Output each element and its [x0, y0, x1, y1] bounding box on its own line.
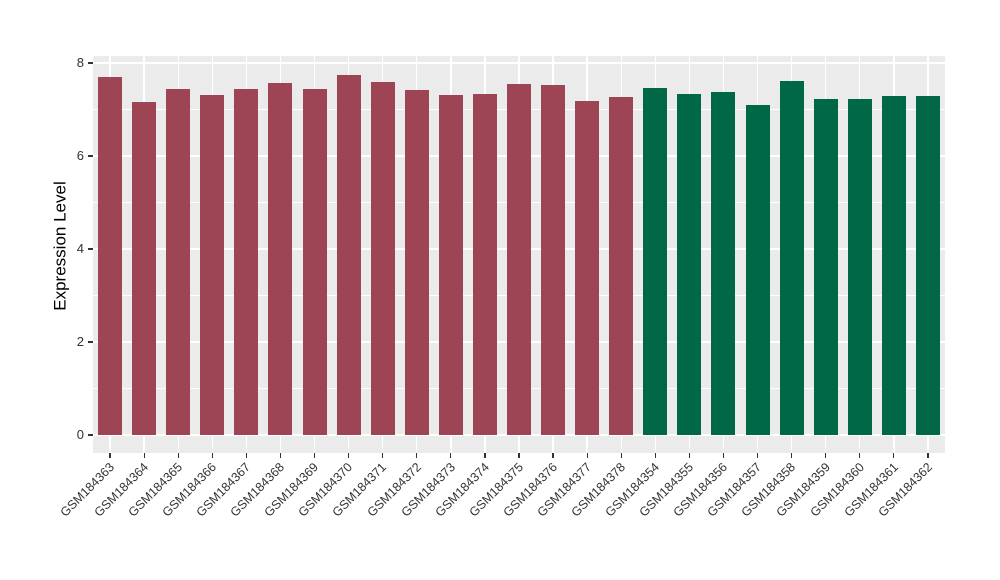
- x-tick-mark: [211, 453, 213, 458]
- x-tick-mark: [143, 453, 145, 458]
- bar: [575, 100, 600, 435]
- y-tick-label: 6: [76, 148, 84, 163]
- x-tick-mark: [450, 453, 452, 458]
- x-tick-mark: [109, 453, 111, 458]
- plot-panel: [93, 56, 945, 453]
- bar: [166, 89, 191, 435]
- bar: [132, 102, 157, 435]
- x-tick-mark: [245, 453, 247, 458]
- x-tick-mark: [756, 453, 759, 458]
- bar: [507, 84, 531, 435]
- major-gridline: [93, 434, 945, 436]
- x-tick-mark: [279, 453, 282, 458]
- bar: [200, 94, 225, 435]
- x-tick-mark: [484, 453, 486, 458]
- bar: [881, 96, 906, 435]
- bar: [370, 82, 395, 435]
- x-tick-mark: [859, 453, 861, 458]
- x-tick-mark: [825, 453, 827, 458]
- x-tick-mark: [927, 453, 929, 458]
- y-tick-label: 4: [76, 241, 84, 256]
- y-tick-mark: [88, 155, 93, 157]
- bar: [643, 88, 668, 435]
- x-tick-mark: [654, 453, 656, 458]
- major-gridline: [93, 62, 945, 64]
- bar: [438, 94, 463, 435]
- y-tick-mark: [88, 248, 93, 250]
- y-tick-mark: [88, 341, 93, 343]
- x-tick-mark: [791, 453, 793, 458]
- bar: [336, 74, 361, 435]
- bar: [472, 94, 497, 435]
- bar: [677, 94, 702, 435]
- y-axis-title-text: Expression Level: [51, 181, 70, 311]
- y-tick-mark: [88, 62, 93, 64]
- bar: [541, 85, 566, 435]
- bar: [813, 98, 838, 435]
- y-axis-title: Expression Level: [44, 56, 78, 436]
- x-tick-mark: [893, 453, 895, 458]
- x-tick-mark: [586, 453, 588, 458]
- bar: [711, 91, 736, 435]
- bar: [268, 83, 293, 435]
- bar: [404, 89, 429, 435]
- bar: [98, 77, 123, 435]
- y-tick-label: 0: [76, 427, 84, 442]
- x-tick-mark: [177, 453, 179, 458]
- x-tick-mark: [348, 453, 350, 458]
- x-tick-mark: [688, 453, 690, 458]
- bar: [609, 97, 634, 435]
- bar: [302, 89, 327, 435]
- y-tick-label: 2: [76, 334, 84, 349]
- y-tick-mark: [88, 434, 93, 436]
- bar: [915, 96, 940, 435]
- x-tick-mark: [722, 453, 725, 458]
- x-tick-mark: [620, 453, 622, 458]
- x-tick-mark: [518, 453, 520, 458]
- bar: [745, 104, 770, 435]
- x-tick-mark: [382, 453, 384, 458]
- x-tick-mark: [313, 453, 316, 458]
- x-tick-mark: [416, 453, 418, 458]
- y-tick-label: 8: [76, 55, 84, 70]
- bar: [234, 89, 259, 435]
- x-tick-mark: [552, 453, 554, 458]
- bar: [779, 81, 804, 435]
- bar: [847, 98, 872, 435]
